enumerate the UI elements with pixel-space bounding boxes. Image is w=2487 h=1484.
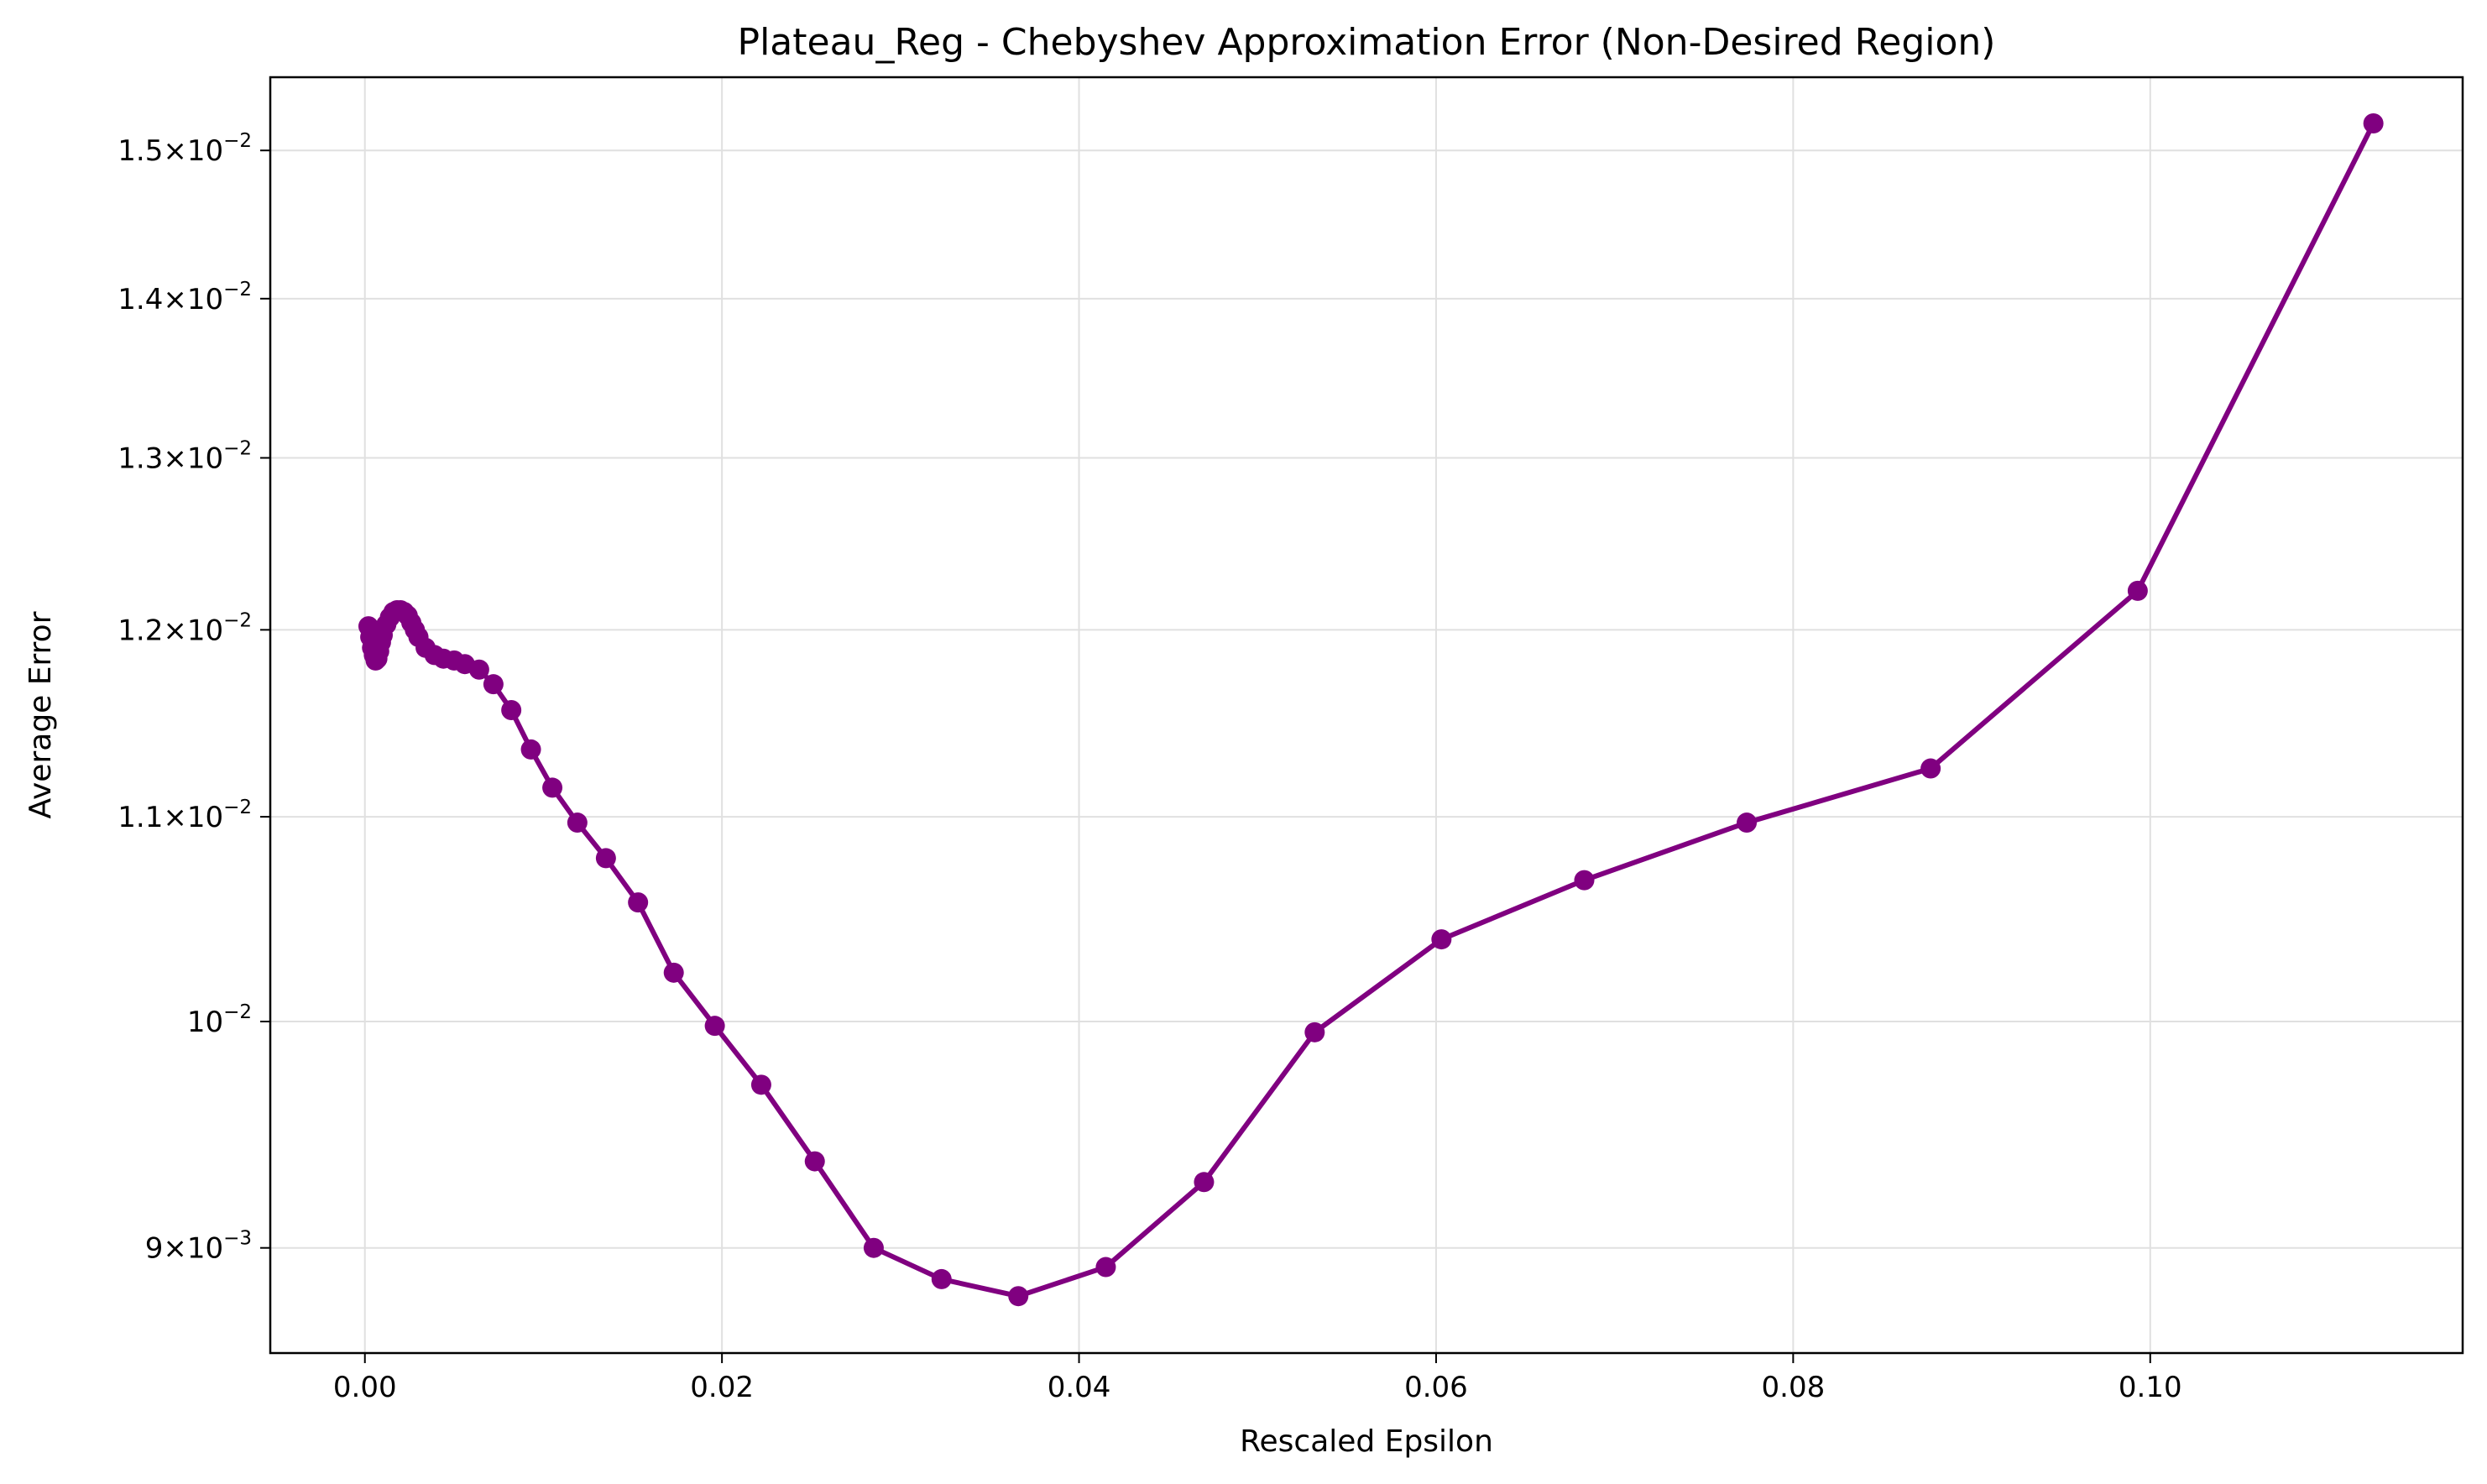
data-point xyxy=(567,813,588,833)
x-axis-label: Rescaled Epsilon xyxy=(1240,1424,1493,1459)
data-point xyxy=(1194,1172,1215,1193)
data-point xyxy=(1304,1022,1325,1042)
data-point xyxy=(628,892,649,913)
x-tick-label: 0.04 xyxy=(1048,1371,1111,1404)
data-point xyxy=(483,674,504,695)
chart-title: Plateau_Reg - Chebyshev Approximation Er… xyxy=(738,21,1996,64)
y-tick-label: 1.2×10−2 xyxy=(118,609,252,647)
data-point xyxy=(931,1268,952,1289)
data-point xyxy=(542,777,563,798)
x-tick-label: 0.08 xyxy=(1762,1371,1826,1404)
y-axis-label: Average Error xyxy=(24,611,58,818)
data-point xyxy=(2363,113,2384,134)
data-point xyxy=(750,1074,771,1095)
data-point xyxy=(1737,813,1758,833)
data-point xyxy=(1431,929,1452,950)
data-point xyxy=(1008,1286,1029,1307)
x-axis: 0.00 0.02 0.04 0.06 0.08 0.10 xyxy=(333,1353,2182,1404)
y-tick-label: 1.4×10−2 xyxy=(118,279,252,316)
data-point xyxy=(595,848,616,869)
x-tick-label: 0.10 xyxy=(2119,1371,2182,1404)
data-point xyxy=(863,1237,884,1258)
y-axis: 9×10−3 10−2 1.1×10−2 1.2×10−2 1.3×10−2 1.4×10… xyxy=(118,130,270,1266)
data-point xyxy=(468,659,489,680)
data-point xyxy=(704,1016,725,1037)
plot-frame xyxy=(269,76,2464,1355)
x-tick-label: 0.06 xyxy=(1404,1371,1468,1404)
y-tick-label: 1.1×10−2 xyxy=(118,797,252,834)
grid xyxy=(270,77,2463,1353)
x-tick-label: 0.02 xyxy=(690,1371,754,1404)
y-tick-label: 1.5×10−2 xyxy=(118,130,252,168)
data-point xyxy=(501,699,522,720)
data-point xyxy=(1095,1257,1116,1278)
y-tick-label: 10−2 xyxy=(187,1001,252,1039)
y-tick-label: 1.3×10−2 xyxy=(118,437,252,475)
data-point xyxy=(663,962,684,983)
data-point xyxy=(1574,870,1595,891)
data-point xyxy=(2127,580,2148,601)
data-point xyxy=(520,739,541,760)
x-tick-label: 0.00 xyxy=(333,1371,397,1404)
series-layer xyxy=(358,113,2384,1307)
data-point xyxy=(804,1151,825,1172)
y-tick-label: 9×10−3 xyxy=(145,1228,252,1266)
data-point xyxy=(1920,758,1941,779)
